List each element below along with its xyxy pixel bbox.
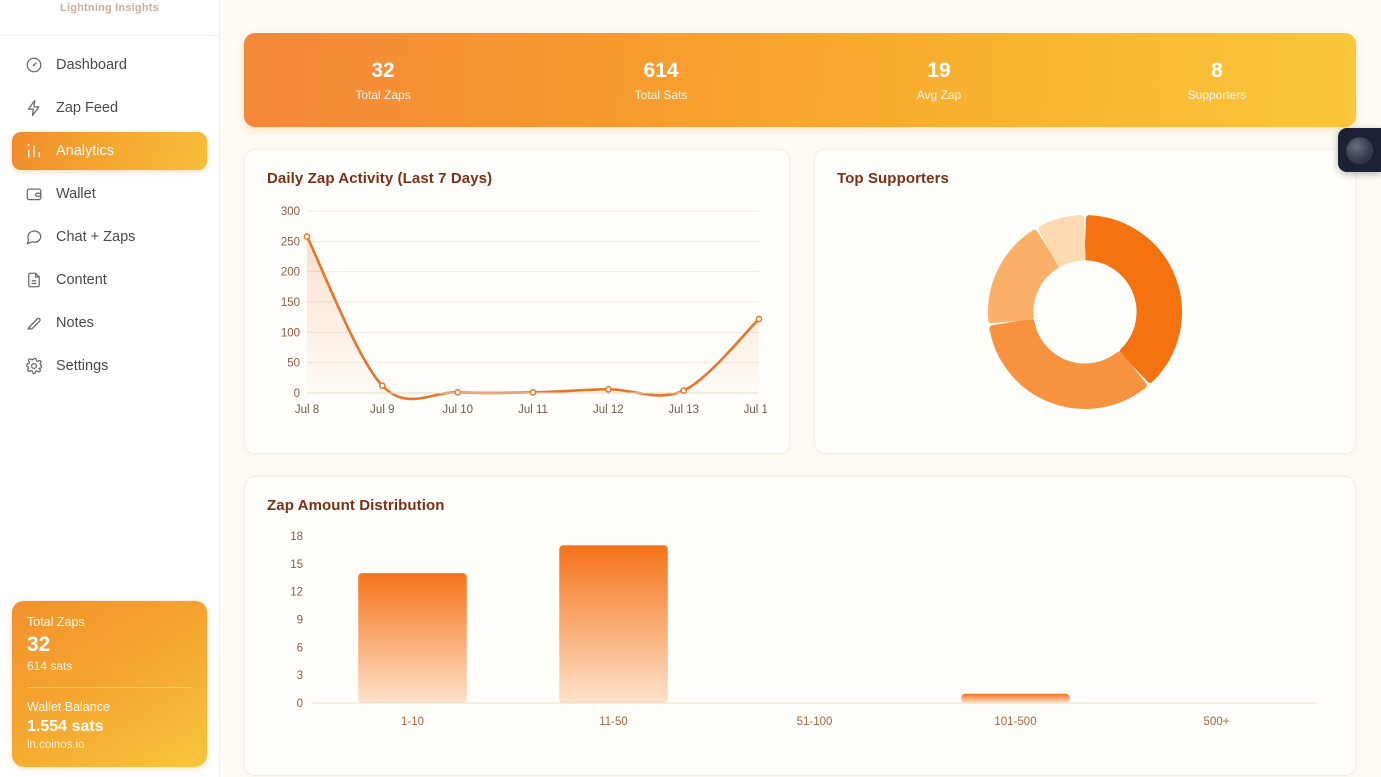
svg-text:Jul 13: Jul 13 xyxy=(668,404,699,416)
sidebar-divider xyxy=(0,22,219,36)
main-content: 32 Total Zaps 614 Total Sats 19 Avg Zap … xyxy=(220,0,1381,777)
daily-zap-activity-card: Daily Zap Activity (Last 7 Days) 0 50 100 1… xyxy=(244,149,790,454)
stat-label: Avg Zap xyxy=(916,87,962,102)
svg-text:1-10: 1-10 xyxy=(401,716,424,728)
document-icon xyxy=(24,271,43,290)
wallet-balance-label: Wallet Balance xyxy=(27,700,110,714)
sidebar-item-label: Zap Feed xyxy=(56,100,119,116)
lightning-bolt-icon xyxy=(24,99,43,118)
line-chart: 0 50 100 150 200 250 300 Jul 8 Jul 9 Jul 10 Jul 11… xyxy=(267,201,775,436)
svg-text:9: 9 xyxy=(297,615,303,627)
sidebar-item-label: Dashboard xyxy=(56,57,127,73)
svg-text:18: 18 xyxy=(290,531,303,543)
stats-banner: 32 Total Zaps 614 Total Sats 19 Avg Zap … xyxy=(244,33,1356,127)
svg-text:50: 50 xyxy=(287,358,300,370)
svg-text:0: 0 xyxy=(297,698,303,710)
pencil-edit-icon xyxy=(24,314,43,333)
svg-text:250: 250 xyxy=(281,236,300,248)
bar-chart: 0 3 6 9 12 15 18 1-10 11-50 51-100 101-500 500+ xyxy=(267,528,1333,748)
sidebar-item-label: Chat + Zaps xyxy=(56,229,136,245)
svg-text:150: 150 xyxy=(281,297,300,309)
svg-text:3: 3 xyxy=(297,670,303,682)
total-zaps-value: 32 xyxy=(27,632,51,656)
svg-text:Jul 10: Jul 10 xyxy=(442,404,473,416)
sidebar-summary-card: Total Zaps 32 614 sats Wallet Balance 1.… xyxy=(12,599,207,767)
sidebar-item-label: Wallet xyxy=(56,186,96,202)
donut-chart-svg xyxy=(988,215,1182,409)
avatar xyxy=(1346,136,1373,164)
wallet-icon xyxy=(24,185,43,204)
sidebar: Lightning Insights Dashboard Zap Feed xyxy=(0,0,220,777)
card-title: Daily Zap Activity (Last 7 Days) xyxy=(267,170,493,187)
svg-text:11-50: 11-50 xyxy=(599,716,628,728)
bar-chart-icon xyxy=(24,142,43,161)
stat-supporters: 8 Supporters xyxy=(1078,58,1356,101)
sidebar-item-chat-zaps[interactable]: Chat + Zaps xyxy=(12,218,207,256)
brand-name: Lightning Insights xyxy=(60,2,159,14)
total-sats-sub: 614 sats xyxy=(27,659,73,673)
stat-label: Supporters xyxy=(1187,87,1247,102)
svg-text:500+: 500+ xyxy=(1204,716,1230,728)
gear-icon xyxy=(24,357,43,376)
svg-text:Jul 9: Jul 9 xyxy=(370,404,394,416)
stat-label: Total Zaps xyxy=(355,87,411,102)
brand: Lightning Insights xyxy=(0,0,219,22)
sidebar-item-wallet[interactable]: Wallet xyxy=(12,175,207,213)
charts-row: Daily Zap Activity (Last 7 Days) 0 50 100 1… xyxy=(244,149,1356,454)
sidebar-item-analytics[interactable]: Analytics xyxy=(12,132,207,170)
sidebar-item-label: Notes xyxy=(56,315,94,331)
wallet-host: ln.coinos.io xyxy=(27,739,85,751)
sidebar-item-content[interactable]: Content xyxy=(12,261,207,299)
sidebar-item-label: Analytics xyxy=(56,143,115,159)
svg-text:Jul 14: Jul 14 xyxy=(744,404,767,416)
svg-text:12: 12 xyxy=(290,587,303,599)
sidebar-item-zap-feed[interactable]: Zap Feed xyxy=(12,89,207,127)
svg-text:0: 0 xyxy=(294,388,300,400)
stat-total-zaps: 32 Total Zaps xyxy=(244,58,522,101)
line-chart-svg: 0 50 100 150 200 250 300 Jul 8 Jul 9 Jul 10 Jul 11… xyxy=(281,206,775,416)
donut-chart xyxy=(837,187,1333,437)
chat-bubble-icon xyxy=(24,228,43,247)
stat-value: 8 xyxy=(1211,59,1223,83)
stat-value: 19 xyxy=(927,59,951,83)
sidebar-item-settings[interactable]: Settings xyxy=(12,347,207,385)
stat-value: 32 xyxy=(371,59,395,83)
svg-text:200: 200 xyxy=(281,267,300,279)
stat-avg-zap: 19 Avg Zap xyxy=(800,58,1078,101)
svg-text:Jul 11: Jul 11 xyxy=(518,404,548,416)
svg-text:6: 6 xyxy=(297,642,303,654)
sidebar-nav: Dashboard Zap Feed Analytics xyxy=(0,36,219,385)
sidebar-item-label: Settings xyxy=(56,358,109,374)
summary-divider xyxy=(27,687,192,688)
zap-amount-distribution-card: Zap Amount Distribution 0 3 6 9 12 15 18 1-10 11… xyxy=(244,476,1356,776)
svg-text:100: 100 xyxy=(281,327,300,339)
svg-text:51-100: 51-100 xyxy=(797,716,833,728)
total-zaps-label: Total Zaps xyxy=(27,614,85,629)
stat-total-sats: 614 Total Sats xyxy=(522,58,800,101)
gauge-icon xyxy=(24,56,43,75)
card-title: Top Supporters xyxy=(837,170,949,187)
sidebar-item-label: Content xyxy=(56,272,107,288)
profile-avatar-widget[interactable] xyxy=(1338,128,1381,172)
svg-text:101-500: 101-500 xyxy=(994,716,1036,728)
svg-text:Jul 12: Jul 12 xyxy=(593,404,624,416)
top-supporters-card: Top Supporters xyxy=(814,149,1356,454)
card-title: Zap Amount Distribution xyxy=(267,497,445,514)
svg-text:Jul 8: Jul 8 xyxy=(295,404,319,416)
sidebar-spacer xyxy=(0,385,219,600)
wallet-balance-value: 1.554 sats xyxy=(27,718,104,735)
sidebar-item-notes[interactable]: Notes xyxy=(12,304,207,342)
stat-label: Total Sats xyxy=(634,87,688,102)
svg-text:15: 15 xyxy=(290,559,303,571)
sidebar-item-dashboard[interactable]: Dashboard xyxy=(12,46,207,84)
svg-text:300: 300 xyxy=(281,206,300,218)
bar-chart-svg: 0 3 6 9 12 15 18 1-10 11-50 51-100 101-500 500+ xyxy=(290,531,1317,728)
stat-value: 614 xyxy=(643,59,679,83)
